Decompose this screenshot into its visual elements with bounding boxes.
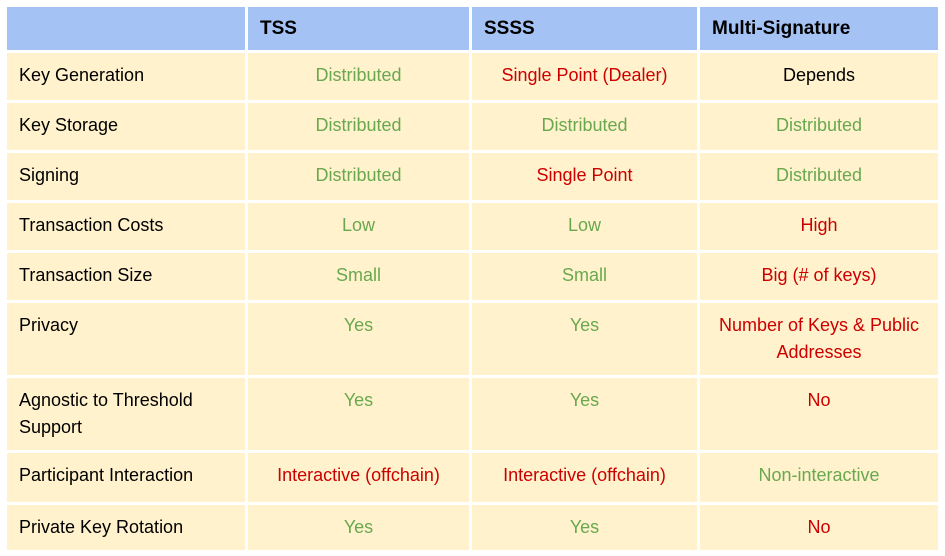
- header-row: TSS SSSS Multi-Signature: [7, 7, 938, 50]
- cell-text: High: [800, 215, 838, 235]
- row-label: Key Storage: [7, 103, 245, 150]
- cell-tss: Low: [248, 203, 469, 250]
- table-row-agnostic-threshold-support: Agnostic to Threshold Support Yes Yes No: [7, 378, 938, 450]
- cell-text: Yes: [343, 517, 374, 537]
- cell-multi: Depends: [700, 53, 938, 100]
- cell-text: Number of Keys & Public Addresses: [718, 315, 920, 362]
- row-label: Transaction Costs: [7, 203, 245, 250]
- header-multi-signature: Multi-Signature: [700, 7, 938, 50]
- table-row-transaction-costs: Transaction Costs Low Low High: [7, 203, 938, 250]
- header-tss: TSS: [248, 7, 469, 50]
- cell-text: Small: [335, 265, 381, 285]
- cell-tss: Yes: [248, 303, 469, 375]
- cell-text: Distributed: [315, 165, 402, 185]
- cell-text: Yes: [569, 390, 600, 410]
- cell-text: Distributed: [315, 115, 402, 135]
- cell-text: Yes: [343, 390, 374, 410]
- cell-text: Distributed: [541, 115, 628, 135]
- cell-ssss: Yes: [472, 378, 697, 450]
- cell-text: Non-interactive: [758, 465, 880, 485]
- row-label: Privacy: [7, 303, 245, 375]
- cell-multi: Distributed: [700, 153, 938, 200]
- cell-multi: High: [700, 203, 938, 250]
- cell-ssss: Single Point: [472, 153, 697, 200]
- row-label: Transaction Size: [7, 253, 245, 300]
- table-row-signing: Signing Distributed Single Point Distrib…: [7, 153, 938, 200]
- cell-ssss: Single Point (Dealer): [472, 53, 697, 100]
- cell-text: Interactive (offchain): [503, 465, 666, 485]
- table-row-participant-interaction: Participant Interaction Interactive (off…: [7, 453, 938, 502]
- cell-multi: No: [700, 505, 938, 550]
- row-label: Participant Interaction: [7, 453, 245, 502]
- cell-ssss: Yes: [472, 303, 697, 375]
- header-blank: [7, 7, 245, 50]
- cell-text: No: [807, 517, 831, 537]
- row-label: Private Key Rotation: [7, 505, 245, 550]
- cell-text: Interactive (offchain): [277, 465, 440, 485]
- table-row-key-generation: Key Generation Distributed Single Point …: [7, 53, 938, 100]
- cell-tss: Small: [248, 253, 469, 300]
- table-row-private-key-rotation: Private Key Rotation Yes Yes No: [7, 505, 938, 550]
- cell-text: Yes: [569, 517, 600, 537]
- cell-tss: Distributed: [248, 53, 469, 100]
- cell-tss: Yes: [248, 378, 469, 450]
- cell-text: Yes: [569, 315, 600, 335]
- cell-text: Distributed: [775, 165, 863, 185]
- cell-text: Single Point (Dealer): [501, 65, 668, 85]
- row-label: Key Generation: [7, 53, 245, 100]
- cell-text: Yes: [343, 315, 374, 335]
- cell-tss: Distributed: [248, 153, 469, 200]
- cell-multi: No: [700, 378, 938, 450]
- cell-multi: Number of Keys & Public Addresses: [700, 303, 938, 375]
- comparison-table: TSS SSSS Multi-Signature Key Generation …: [4, 4, 941, 553]
- header-ssss: SSSS: [472, 7, 697, 50]
- row-label: Signing: [7, 153, 245, 200]
- cell-tss: Distributed: [248, 103, 469, 150]
- table-row-key-storage: Key Storage Distributed Distributed Dist…: [7, 103, 938, 150]
- cell-multi: Big (# of keys): [700, 253, 938, 300]
- row-label: Agnostic to Threshold Support: [7, 378, 245, 450]
- cell-ssss: Distributed: [472, 103, 697, 150]
- cell-ssss: Low: [472, 203, 697, 250]
- cell-ssss: Small: [472, 253, 697, 300]
- cell-text: Single Point: [536, 165, 633, 185]
- cell-text: No: [807, 390, 831, 410]
- cell-tss: Interactive (offchain): [248, 453, 469, 502]
- cell-text: Distributed: [775, 115, 863, 135]
- cell-text: Big (# of keys): [761, 265, 877, 285]
- cell-ssss: Interactive (offchain): [472, 453, 697, 502]
- cell-ssss: Yes: [472, 505, 697, 550]
- cell-text: Low: [341, 215, 376, 235]
- cell-text: Distributed: [315, 65, 402, 85]
- cell-multi: Non-interactive: [700, 453, 938, 502]
- cell-text: Small: [561, 265, 607, 285]
- table-row-transaction-size: Transaction Size Small Small Big (# of k…: [7, 253, 938, 300]
- cell-text: Low: [567, 215, 602, 235]
- cell-multi: Distributed: [700, 103, 938, 150]
- cell-tss: Yes: [248, 505, 469, 550]
- cell-text: Depends: [782, 65, 856, 85]
- table-row-privacy: Privacy Yes Yes Number of Keys & Public …: [7, 303, 938, 375]
